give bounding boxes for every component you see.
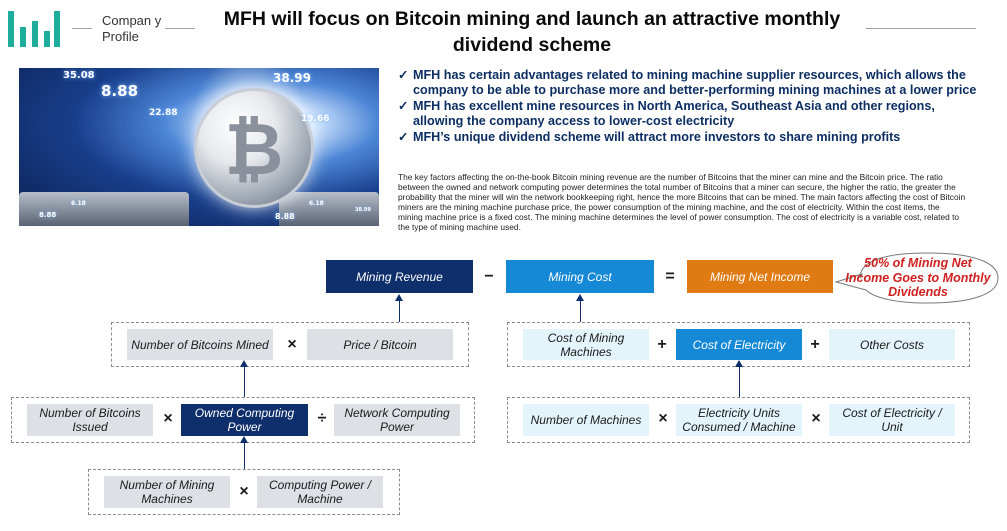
company-logo [6,9,60,47]
dividend-callout-text: 50% of Mining Net Income Goes to Monthly… [845,256,991,299]
connector-line [580,300,581,322]
plus-operator: + [657,336,667,353]
connector-line [244,442,245,469]
divide-operator: ÷ [317,410,327,427]
times-operator: × [163,410,173,427]
page-title: MFH will focus on Bitcoin mining and lau… [223,8,841,56]
arrow-up-icon [576,294,584,301]
header-divider-left [72,28,92,29]
owned-computing-power-drivers-group [88,469,400,515]
arrow-up-icon [735,360,743,367]
bitcoins-mined-box: Number of Bitcoins Mined [127,329,273,360]
cost-of-mining-machines-box: Cost of Mining Machines [523,329,649,360]
connector-line [399,300,400,322]
plus-operator: + [810,336,820,353]
cost-of-electricity-box: Cost of Electricity [676,329,802,360]
checkmark-icon: ✓ [398,99,409,113]
computing-power-per-machine-box: Computing Power / Machine [257,476,383,508]
connector-line [244,366,245,397]
mining-cost-box: Mining Cost [506,260,654,293]
other-costs-box: Other Costs [829,329,955,360]
number-of-mining-machines-box: Number of Mining Machines [104,476,230,508]
connector-line [739,366,740,397]
revenue-drivers-group [111,322,469,367]
mining-revenue-box: Mining Revenue [326,260,473,293]
arrow-up-icon [240,436,248,443]
key-point: ✓ MFH’s unique dividend scheme will attr… [398,130,901,144]
cost-of-electricity-per-unit-box: Cost of Electricity / Unit [829,404,955,436]
owned-computing-power-box: Owned Computing Power [181,404,308,436]
explanation-paragraph: The key factors affecting the on-the-boo… [398,172,966,233]
minus-operator: − [484,268,494,285]
number-of-machines-box: Number of Machines [523,404,649,436]
arrow-up-icon [240,360,248,367]
header-divider-right [866,28,976,29]
times-operator: × [239,483,249,500]
dividend-callout-bubble [834,252,999,304]
arrow-up-icon [395,294,403,301]
bitcoins-issued-box: Number of Bitcoins Issued [27,404,153,436]
equals-operator: = [665,268,675,285]
times-operator: × [658,410,668,427]
key-points-list: ✓ MFH has certain advantages related to … [398,68,988,146]
electricity-units-per-machine-box: Electricity Units Consumed / Machine [676,404,802,436]
checkmark-icon: ✓ [398,130,409,144]
key-point: ✓ MFH has certain advantages related to … [398,68,977,97]
header-divider-mid [165,28,195,29]
times-operator: × [811,410,821,427]
checkmark-icon: ✓ [398,68,409,82]
network-computing-power-box: Network Computing Power [334,404,460,436]
electricity-cost-drivers-group [507,397,970,443]
bitcoin-coin-icon: ₿ [194,88,314,208]
bitcoin-hero-image: ₿ 35.08 8.88 38.99 19.66 22.88 6.18 8.88… [19,68,379,226]
mining-net-income-box: Mining Net Income [687,260,833,293]
company-profile-label: Compan y Profile [102,13,162,44]
times-operator: × [287,336,297,353]
key-point: ✓ MFH has excellent mine resources in No… [398,99,935,128]
price-per-bitcoin-box: Price / Bitcoin [307,329,453,360]
